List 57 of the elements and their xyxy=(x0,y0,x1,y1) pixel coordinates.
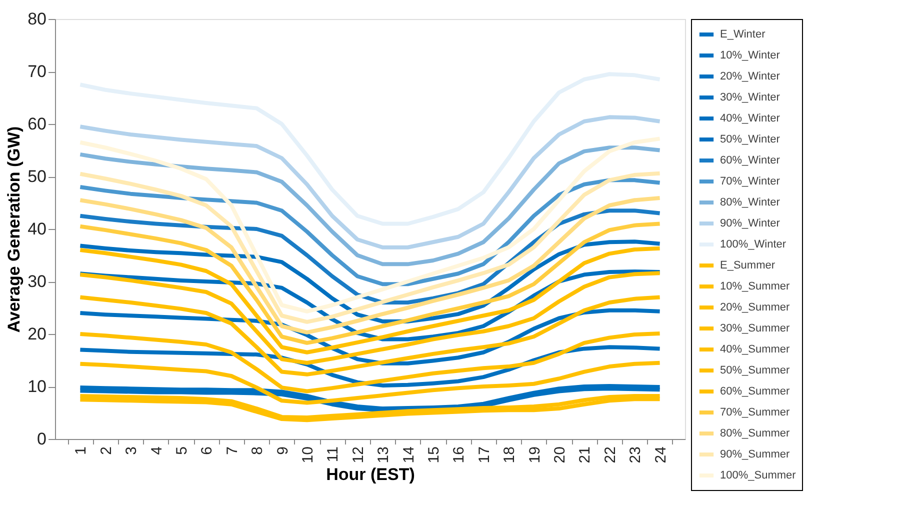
legend-label: 70%_Summer xyxy=(720,406,790,418)
legend-label: 50%_Winter xyxy=(720,134,780,146)
x-tick-label: 24 xyxy=(652,446,670,464)
x-tick-label: 7 xyxy=(224,446,241,455)
y-tick-label: 20 xyxy=(28,324,46,344)
x-tick-label: 20 xyxy=(552,446,568,464)
x-tick-label: 8 xyxy=(249,446,266,455)
y-axis-title: Average Generation (GW) xyxy=(4,126,24,333)
legend-label: 60%_Summer xyxy=(720,386,790,398)
x-tick-label: 22 xyxy=(602,446,619,464)
x-tick-label: 5 xyxy=(174,446,190,455)
y-tick-label: 30 xyxy=(28,272,46,291)
x-tick-label: 23 xyxy=(627,446,644,464)
y-tick-label: 80 xyxy=(28,10,46,28)
legend-label: 20%_Summer xyxy=(720,302,790,314)
x-tick-label: 10 xyxy=(300,446,316,464)
legend-label: E_Summer xyxy=(720,260,776,272)
x-tick-label: 14 xyxy=(400,446,418,464)
x-tick-label: 12 xyxy=(350,446,367,464)
legend-label: 90%_Winter xyxy=(720,218,780,230)
legend-label: 80%_Winter xyxy=(720,196,780,208)
x-axis-title: Hour (EST) xyxy=(326,465,415,484)
x-tick-label: 4 xyxy=(148,446,166,455)
x-tick-label: 3 xyxy=(123,446,140,455)
x-tick-label: 15 xyxy=(426,446,442,464)
x-tick-label: 18 xyxy=(501,446,518,464)
y-tick-label: 40 xyxy=(28,220,46,238)
x-tick-label: 21 xyxy=(576,446,594,464)
x-tick-label: 2 xyxy=(98,446,115,455)
y-tick-label: 50 xyxy=(28,167,46,186)
legend-label: 70%_Winter xyxy=(720,176,780,188)
y-tick-label: 60 xyxy=(28,114,46,134)
x-tick-label: 17 xyxy=(476,446,493,464)
y-tick-label: 0 xyxy=(37,430,46,448)
legend-label: 10%_Winter xyxy=(720,50,780,62)
legend-label: 10%_Summer xyxy=(720,280,790,292)
x-tick-label: 13 xyxy=(375,446,392,464)
legend-label: 30%_Summer xyxy=(720,322,790,334)
legend-label: 80%_Summer xyxy=(720,428,790,440)
x-tick-label: 1 xyxy=(72,446,90,455)
x-tick-label: 19 xyxy=(526,446,544,464)
legend-label: 20%_Winter xyxy=(720,70,780,82)
legend-label: 90%_Summer xyxy=(720,448,790,460)
legend-label: 100%_Summer xyxy=(720,470,796,482)
legend-label: E_Winter xyxy=(720,28,766,40)
x-tick-label: 16 xyxy=(450,446,468,464)
x-tick-label: 11 xyxy=(324,446,342,462)
legend-label: 100%_Winter xyxy=(720,238,786,250)
legend-label: 40%_Summer xyxy=(720,344,790,356)
legend-label: 60%_Winter xyxy=(720,154,780,166)
y-tick-label: 70 xyxy=(28,62,46,81)
x-tick-label: 9 xyxy=(274,446,292,455)
x-tick-label: 6 xyxy=(198,446,216,455)
legend-label: 40%_Winter xyxy=(720,112,780,124)
legend-label: 30%_Winter xyxy=(720,92,780,104)
legend-label: 50%_Summer xyxy=(720,364,790,376)
y-tick-label: 10 xyxy=(28,377,46,396)
